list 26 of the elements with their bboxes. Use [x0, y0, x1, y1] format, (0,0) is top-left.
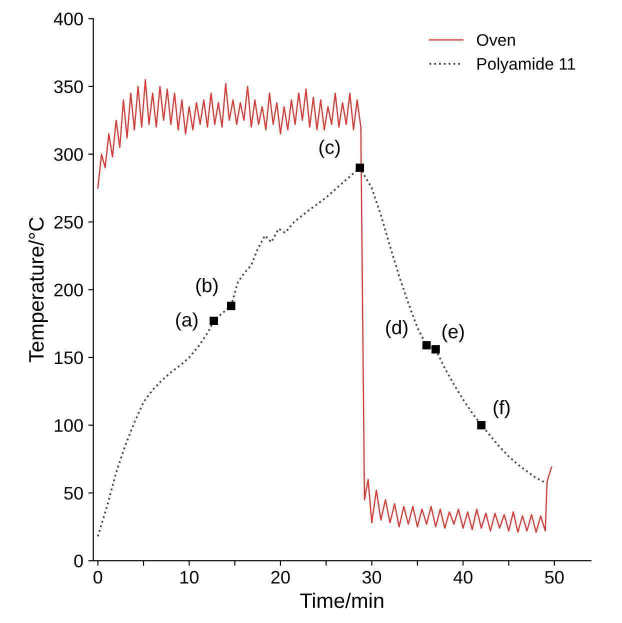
y-tick-label: 400 [54, 12, 83, 26]
annotation: (a) [176, 312, 198, 330]
legend-label: Polyamide 11 [478, 58, 576, 74]
x-tick-label: 10 [180, 570, 199, 584]
y-tick-label: 50 [64, 486, 83, 500]
y-tick-label: 300 [54, 148, 83, 161]
annotation: (b) [196, 278, 218, 296]
x-tick-label: 30 [362, 570, 382, 584]
annotation: (f) [494, 400, 510, 418]
y-tick-label: 0 [74, 554, 83, 568]
x-tick-label: 20 [271, 570, 290, 584]
x-tick-label: 0 [94, 570, 102, 584]
y-tick-label: 150 [54, 351, 83, 364]
line-series [97, 79, 552, 533]
annotation: (d) [386, 320, 408, 338]
y-axis-title: Temperature/°C [28, 217, 48, 362]
y-tick-label: 350 [54, 80, 83, 94]
y-tick-label: 200 [54, 284, 83, 296]
x-tick-label: 40 [453, 570, 472, 584]
legend-label: Oven [476, 34, 515, 46]
y-tick-label: 100 [54, 419, 83, 432]
x-axis-title: Time/min [300, 592, 384, 608]
x-tick-label: 50 [545, 570, 564, 584]
y-tick-label: 250 [54, 216, 83, 229]
annotation: (c) [319, 140, 340, 158]
annotation: (e) [442, 324, 464, 342]
